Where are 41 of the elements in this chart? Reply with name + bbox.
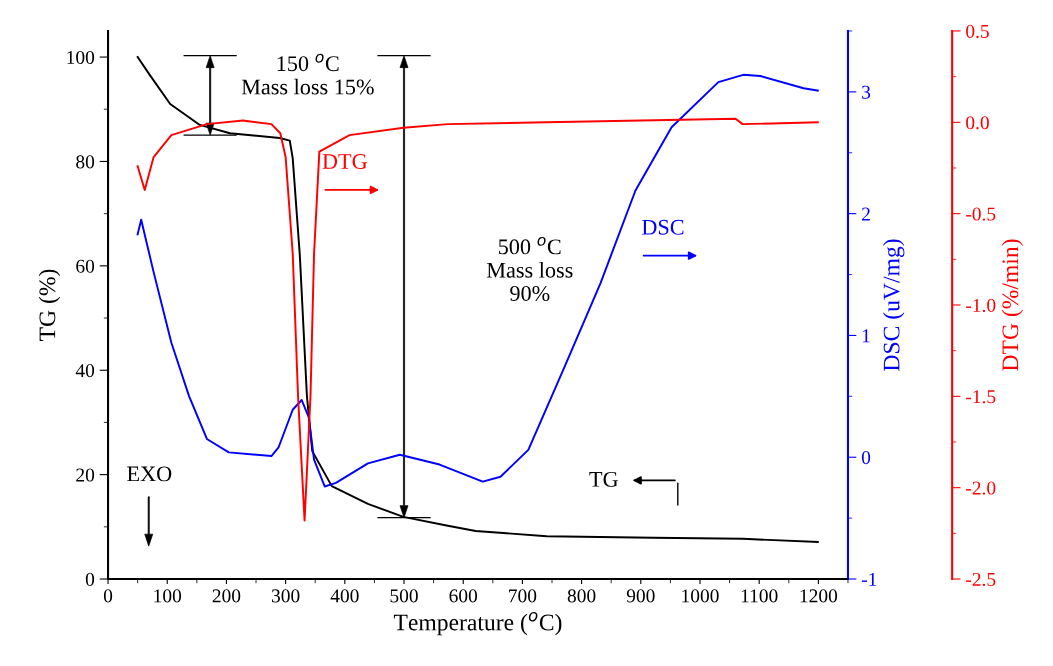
y2-tick-label: 3 [862,85,871,99]
y3-tick-label: 0.5 [966,24,989,38]
series-label: DSC [642,219,684,235]
x-tick-label: 1200 [800,589,838,603]
x-tick-label: 100 [154,589,182,603]
x-tick-label: 900 [626,589,655,603]
x-axis-title: Temperature ($^{o}$C) [393,611,562,636]
y3-axis-title: DTG (%/min) [1001,239,1024,371]
y3-tick-label: -2.5 [966,572,996,587]
y-tick-label: 80 [76,155,95,169]
y2-tick-label: -1 [861,572,877,586]
y2-tick-label: 2 [862,207,870,221]
annotation: 150 $^{o}$C Mass loss 15% [241,53,374,95]
y3-tick-label: -0.5 [966,207,996,221]
y3-tick-label: 0.0 [966,116,989,130]
y2-tick-label: 0 [861,451,871,465]
legend-label: TG [589,471,618,487]
y-tick-label: 100 [67,50,95,64]
annotation: 500 $^{o}$C Mass loss 90% [486,236,573,301]
y-tick-label: 20 [76,468,95,482]
x-tick-label: 500 [390,589,418,603]
x-tick-label: 600 [449,589,478,603]
y3-tick-label: -1.5 [966,390,996,404]
y3-tick-label: -2.0 [966,481,996,495]
x-tick-label: 400 [330,589,359,603]
y2-axis-title: DSC (uV/mg) [882,239,905,371]
y3-tick-label: -1.0 [966,298,996,313]
y-tick-label: 40 [75,364,95,378]
x-tick-label: 0 [103,589,113,603]
y2-tick-label: 1 [862,329,870,343]
y-axis-title: TG (%) [38,269,61,341]
y-tick-label: 60 [76,259,95,273]
x-tick-label: 1100 [741,589,778,603]
x-tick-label: 700 [509,589,537,603]
x-tick-label: 800 [567,589,596,603]
y-tick-label: 0 [85,572,95,586]
annotation: EXO [127,466,172,482]
x-tick-label: 200 [212,589,241,603]
series-label: DTG [322,154,367,169]
x-tick-label: 1000 [682,589,719,603]
x-tick-label: 300 [271,589,300,603]
